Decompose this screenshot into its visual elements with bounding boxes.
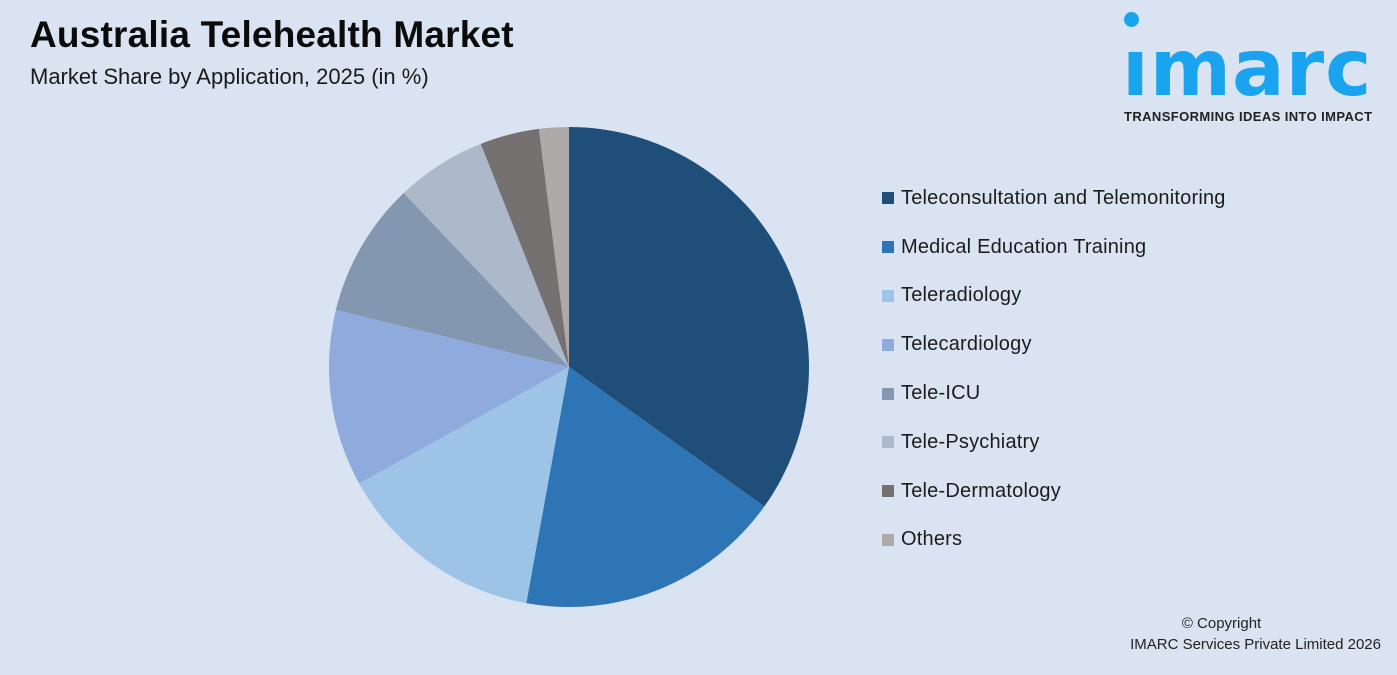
legend-item: Tele-Psychiatry: [882, 418, 1226, 467]
legend-label: Tele-ICU: [901, 382, 981, 405]
copyright-notice: © Copyright IMARC Services Private Limit…: [1130, 613, 1381, 655]
legend-item: Telecardiology: [882, 320, 1226, 369]
chart-legend: Teleconsultation and Telemonitoring Medi…: [882, 174, 1226, 564]
pie-slices: [328, 127, 809, 608]
legend-label: Teleradiology: [901, 284, 1022, 307]
pie-slice-tele-psychiatry: [403, 143, 569, 367]
pie-slice-teleconsultation-and-telemonitoring: [569, 127, 809, 507]
logo-dot-icon: [1124, 12, 1139, 27]
legend-label: Medical Education Training: [901, 235, 1147, 258]
legend-swatch-icon: [882, 485, 894, 498]
chart-subtitle: Market Share by Application, 2025 (in %): [30, 64, 429, 89]
logo-wordmark: imarc: [1122, 24, 1373, 114]
pie-slice-teleradiology: [359, 367, 569, 604]
legend-swatch-icon: [882, 289, 894, 302]
legend-label: Telecardiology: [901, 333, 1032, 356]
legend-item: Teleradiology: [882, 272, 1226, 321]
pie-slice-others: [538, 127, 569, 367]
legend-swatch-icon: [882, 192, 894, 205]
copyright-line-2: IMARC Services Private Limited 2026: [1130, 636, 1381, 653]
logo-dot-mask: [1122, 34, 1144, 52]
legend-item: Tele-ICU: [882, 369, 1226, 418]
legend-item: Medical Education Training: [882, 223, 1226, 272]
pie-slice-tele-dermatology: [480, 128, 569, 367]
legend-swatch-icon: [882, 387, 894, 400]
legend-item: Others: [882, 516, 1226, 565]
legend-item: Tele-Dermatology: [882, 467, 1226, 516]
legend-swatch-icon: [882, 338, 894, 351]
legend-swatch-icon: [882, 533, 894, 546]
legend-swatch-icon: [882, 241, 894, 254]
pie-slice-tele-icu: [335, 192, 569, 367]
legend-label: Others: [901, 528, 963, 551]
chart-title: Australia Telehealth Market: [30, 14, 514, 55]
legend-swatch-icon: [882, 436, 894, 449]
pie-slice-telecardiology: [328, 309, 569, 484]
legend-label: Tele-Dermatology: [901, 479, 1061, 502]
logo-tagline: TRANSFORMING IDEAS INTO IMPACT: [1124, 109, 1373, 124]
legend-item: Teleconsultation and Telemonitoring: [882, 174, 1226, 223]
legend-label: Teleconsultation and Telemonitoring: [901, 186, 1226, 209]
legend-label: Tele-Psychiatry: [901, 430, 1040, 453]
pie-slice-medical-education-training: [526, 367, 765, 608]
copyright-line-1: © Copyright: [1181, 615, 1262, 632]
imarc-logo: imarc TRANSFORMING IDEAS INTO IMPACT: [1118, 8, 1393, 128]
